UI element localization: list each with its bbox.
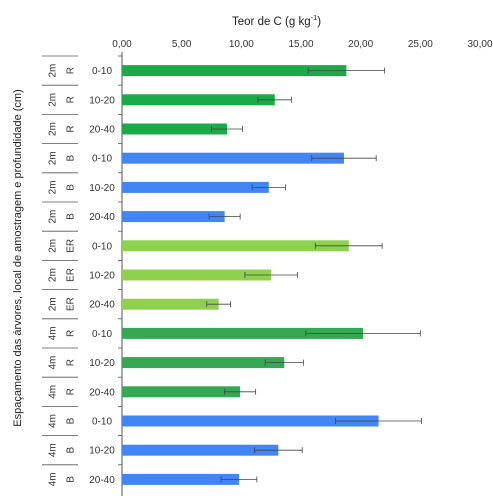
bar	[122, 357, 285, 369]
depth-label: 0-10	[92, 66, 112, 77]
local-label: ER	[66, 297, 77, 311]
bar	[122, 65, 347, 77]
depth-label: 10-20	[89, 358, 115, 369]
depth-label: 10-20	[89, 95, 115, 106]
x-tick-label: 15,00	[288, 39, 313, 50]
spacing-label: 4m	[48, 326, 59, 340]
x-tick-label: 0,00	[112, 39, 132, 50]
local-label: ER	[66, 239, 77, 253]
depth-label: 10-20	[89, 271, 115, 282]
spacing-label: 4m	[48, 443, 59, 457]
spacing-label: 4m	[48, 472, 59, 486]
depth-label: 20-40	[89, 300, 115, 311]
local-label: B	[66, 184, 77, 191]
local-label: R	[66, 67, 77, 74]
local-label: B	[66, 447, 77, 454]
bar	[122, 123, 228, 135]
local-label: R	[66, 96, 77, 103]
local-label: R	[66, 330, 77, 337]
chart-title: Teor de C (g kg-1)	[232, 13, 321, 28]
chart-title-close: )	[317, 15, 322, 28]
local-label: R	[66, 125, 77, 132]
local-label: B	[66, 417, 77, 424]
bar	[122, 211, 225, 223]
local-label: R	[66, 388, 77, 395]
depth-label: 0-10	[92, 329, 112, 340]
x-tick-label: 25,00	[408, 39, 433, 50]
local-label: B	[66, 213, 77, 220]
local-label: R	[66, 359, 77, 366]
spacing-label: 2m	[48, 64, 59, 78]
spacing-label: 4m	[48, 385, 59, 399]
spacing-label: 4m	[48, 414, 59, 428]
depth-label: 0-10	[92, 417, 112, 428]
x-tick-label: 5,00	[172, 39, 192, 50]
bar	[122, 181, 269, 193]
x-tick-label: 20,00	[348, 39, 373, 50]
depth-label: 20-40	[89, 387, 115, 398]
bar	[122, 240, 349, 252]
bar	[122, 94, 275, 106]
depth-label: 10-20	[89, 183, 115, 194]
spacing-label: 2m	[48, 180, 59, 194]
chart-title-text: Teor de C (g kg	[232, 15, 311, 28]
depth-label: 10-20	[89, 446, 115, 457]
depth-label: 20-40	[89, 475, 115, 486]
spacing-label: 4m	[48, 356, 59, 370]
spacing-label: 2m	[48, 151, 59, 165]
depth-label: 20-40	[89, 212, 115, 223]
bar	[122, 386, 241, 398]
local-label: ER	[66, 268, 77, 282]
spacing-label: 2m	[48, 93, 59, 107]
x-tick-label: 10,00	[229, 39, 254, 50]
bar	[122, 415, 379, 427]
bar	[122, 473, 239, 485]
depth-label: 0-10	[92, 241, 112, 252]
spacing-label: 2m	[48, 122, 59, 136]
bar	[122, 327, 364, 339]
depth-label: 0-10	[92, 154, 112, 165]
depth-label: 20-40	[89, 125, 115, 136]
bar	[122, 152, 344, 164]
bar	[122, 269, 272, 281]
bar	[122, 298, 219, 310]
spacing-label: 2m	[48, 239, 59, 253]
chart-title-superscript: -1	[310, 13, 318, 22]
spacing-label: 2m	[48, 297, 59, 311]
x-tick-label: 30,00	[467, 39, 492, 50]
spacing-label: 2m	[48, 268, 59, 282]
local-label: B	[66, 155, 77, 162]
spacing-label: 2m	[48, 210, 59, 224]
local-label: B	[66, 476, 77, 483]
bar	[122, 444, 279, 456]
